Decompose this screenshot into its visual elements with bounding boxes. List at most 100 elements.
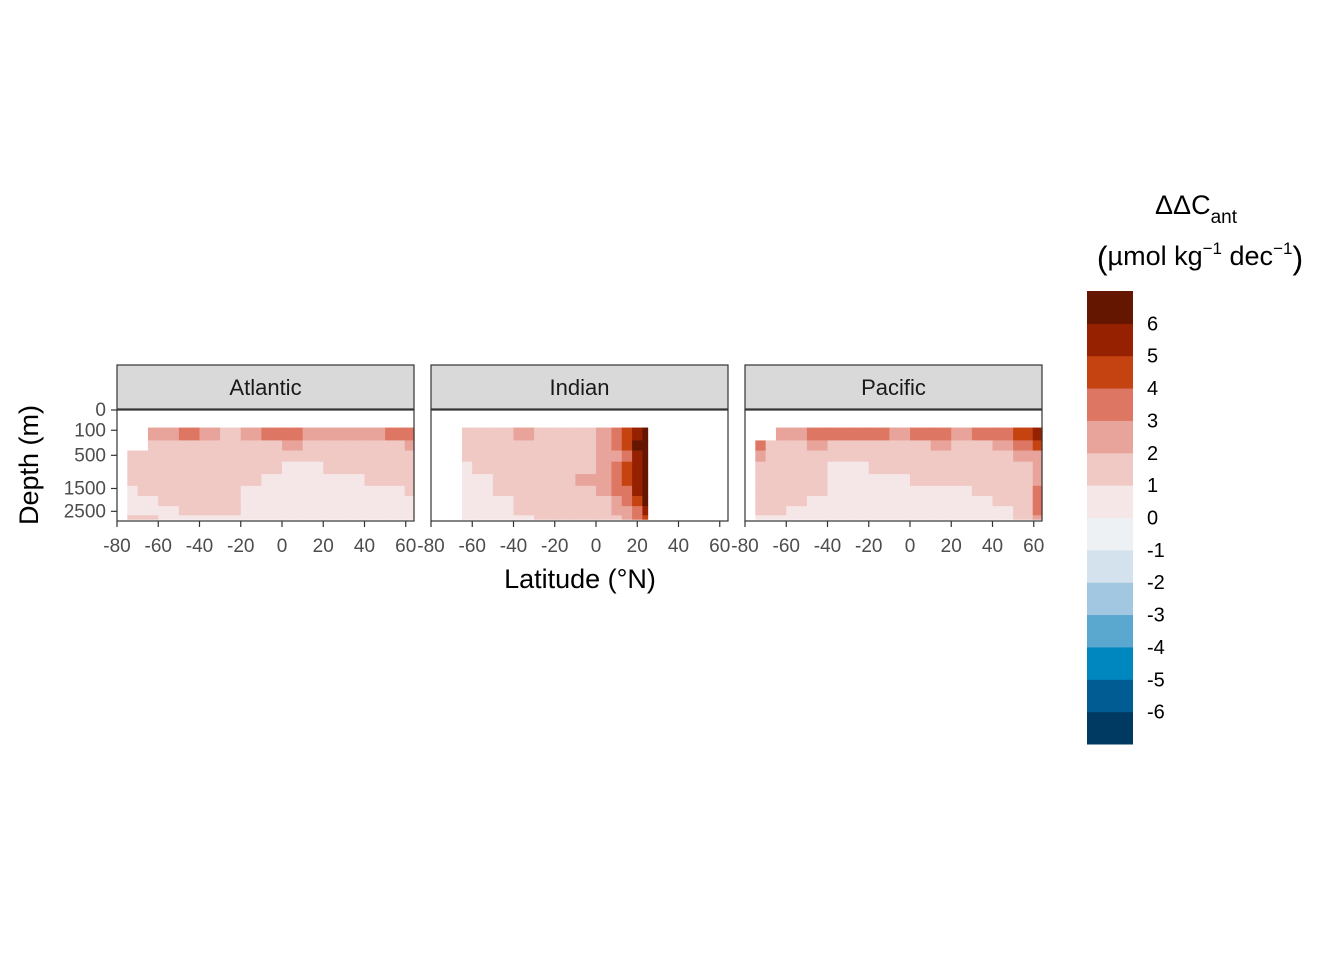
contour-cell: [199, 461, 221, 475]
x-axis-atlantic: -80 -60 -40 -20 0 20 40 60: [103, 521, 416, 557]
contour-cell: [951, 440, 973, 452]
contour-cell: [472, 461, 494, 475]
contour-cell: [261, 450, 283, 463]
colorbar-label: -4: [1147, 637, 1165, 659]
y-tick-label: 100: [74, 420, 106, 441]
contour-cell: [786, 506, 808, 516]
colorbar-label: 1: [1147, 475, 1158, 497]
contour-cell: [282, 427, 304, 441]
contour-cell: [199, 474, 221, 487]
contour-cell: [178, 427, 201, 441]
contour-cell: [472, 515, 494, 520]
contour-cell: [404, 495, 415, 507]
contour-cell: [385, 506, 406, 516]
contour-cell: [889, 427, 911, 441]
contour-cell: [765, 485, 787, 497]
contour-cell: [261, 427, 283, 441]
contour-cell: [492, 450, 515, 463]
contour-cell: [632, 495, 643, 507]
contour-cell: [786, 440, 808, 452]
colorbar-label: 0: [1147, 508, 1158, 530]
colorbar-segment: [1087, 679, 1133, 713]
x-tick-label: -60: [773, 536, 800, 557]
contour-cell: [611, 495, 623, 507]
contour-cell: [868, 427, 890, 441]
contour-cell: [910, 427, 932, 441]
contour-cell: [364, 440, 386, 452]
contour-cell: [323, 515, 345, 520]
contour-cell: [910, 506, 932, 516]
x-tick-label: 40: [982, 536, 1003, 557]
contour-cell: [282, 450, 304, 463]
contour-cell: [992, 506, 1014, 516]
contour-cell: [240, 450, 262, 463]
contour-cell: [806, 474, 829, 487]
contour-cell: [364, 461, 386, 475]
contour-cell: [492, 440, 515, 452]
contour-cell: [632, 450, 643, 463]
contour-cell: [404, 485, 415, 497]
contour-cell: [158, 427, 180, 441]
contour-cell: [302, 450, 324, 463]
colorbar-label: 3: [1147, 410, 1158, 432]
contour-cell: [461, 427, 473, 441]
contour-cell: [158, 461, 180, 475]
contour-cell: [199, 440, 221, 452]
contour-cell: [492, 427, 515, 441]
contour-cell: [492, 495, 515, 507]
colorbar: -6 -5 -4 -3 -2 -1 0 1 2 3 4 5 6: [1087, 291, 1165, 745]
contour-cell: [755, 440, 767, 452]
contour-cell: [385, 495, 406, 507]
contour-cell: [513, 427, 535, 441]
contour-cell: [178, 515, 201, 520]
x-tick-label: 60: [1023, 536, 1044, 557]
contour-cell: [621, 461, 633, 475]
panel-border: [744, 409, 1043, 522]
contour-cell: [127, 495, 139, 507]
contour-cell: [868, 485, 890, 497]
contour-cell: [137, 495, 159, 507]
contour-cell: [806, 427, 829, 441]
contour-cell: [868, 515, 890, 520]
contour-cell: [910, 461, 932, 475]
contour-cell: [302, 495, 324, 507]
contour-cell: [240, 495, 262, 507]
contour-cell: [554, 450, 576, 463]
contour-cell: [889, 515, 911, 520]
contour-cell: [472, 485, 494, 497]
colorbar-segment: [1087, 549, 1133, 583]
contour-cell: [868, 440, 890, 452]
contour-cell: [889, 485, 911, 497]
contour-cell: [848, 474, 870, 487]
contour-cell: [461, 450, 473, 463]
contour-cell: [1032, 506, 1043, 516]
panel-border: [116, 409, 415, 522]
contour-cell: [261, 515, 283, 520]
contour-cell: [178, 450, 201, 463]
contour-cell: [472, 506, 494, 516]
contour-cell: [158, 515, 180, 520]
contour-cell: [492, 474, 515, 487]
contour-cell: [261, 474, 283, 487]
contour-cell: [930, 450, 952, 463]
contour-cell: [910, 440, 932, 452]
contour-cell: [513, 495, 535, 507]
contour-cell: [534, 506, 556, 516]
contour-cell: [596, 450, 613, 463]
contour-cell: [827, 461, 849, 475]
contour-cell: [178, 461, 201, 475]
contour-cell: [282, 485, 304, 497]
contour-cell: [992, 515, 1014, 520]
contour-cell: [364, 506, 386, 516]
contour-cell: [364, 515, 386, 520]
contour-cell: [534, 474, 556, 487]
contour-cell: [971, 474, 994, 487]
contour-cell: [596, 506, 613, 516]
contour-cell: [364, 495, 386, 507]
contour-cell: [806, 506, 829, 516]
contour-cell: [992, 495, 1014, 507]
contour-cell: [492, 515, 515, 520]
x-tick-label: 0: [905, 536, 916, 557]
contour-cell: [1013, 495, 1034, 507]
contour-cell: [1032, 461, 1043, 475]
